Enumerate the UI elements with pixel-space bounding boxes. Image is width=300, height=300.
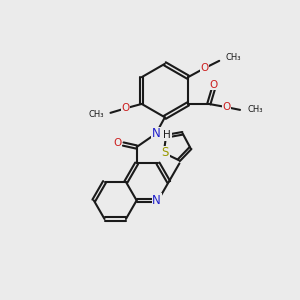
Text: O: O [223, 102, 231, 112]
Text: O: O [209, 80, 218, 90]
Text: N: N [152, 127, 160, 140]
Text: S: S [162, 146, 169, 159]
Text: CH₃: CH₃ [88, 110, 104, 119]
Text: H: H [164, 130, 171, 140]
Text: CH₃: CH₃ [248, 105, 263, 114]
Text: O: O [113, 138, 122, 148]
Text: O: O [200, 63, 208, 73]
Text: O: O [121, 103, 130, 113]
Text: N: N [152, 194, 161, 207]
Text: CH₃: CH₃ [226, 53, 241, 62]
